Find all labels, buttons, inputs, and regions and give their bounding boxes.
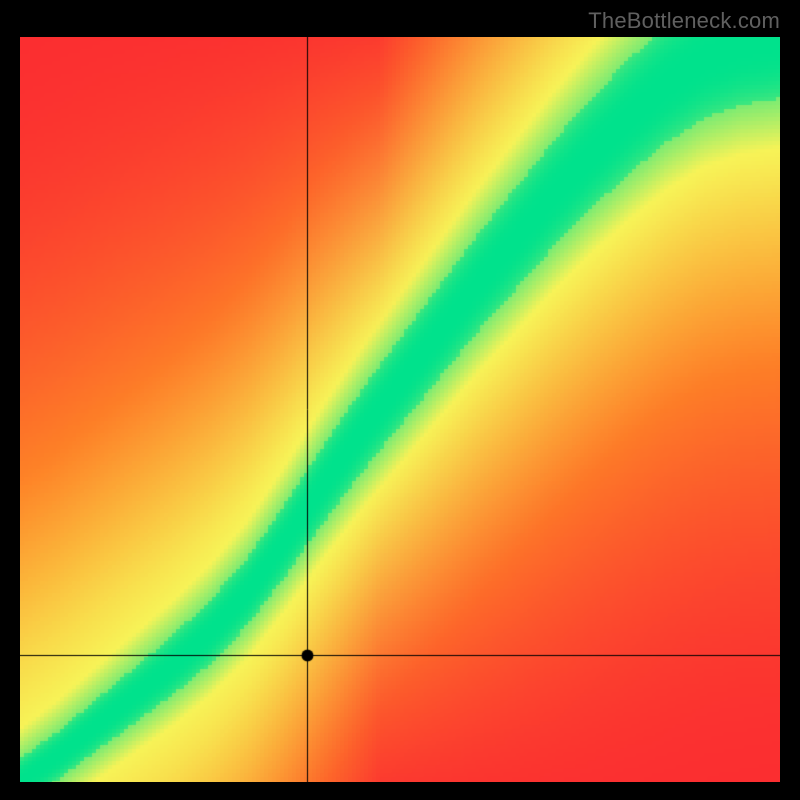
watermark-text: TheBottleneck.com (588, 8, 780, 34)
bottleneck-heatmap (20, 37, 780, 782)
